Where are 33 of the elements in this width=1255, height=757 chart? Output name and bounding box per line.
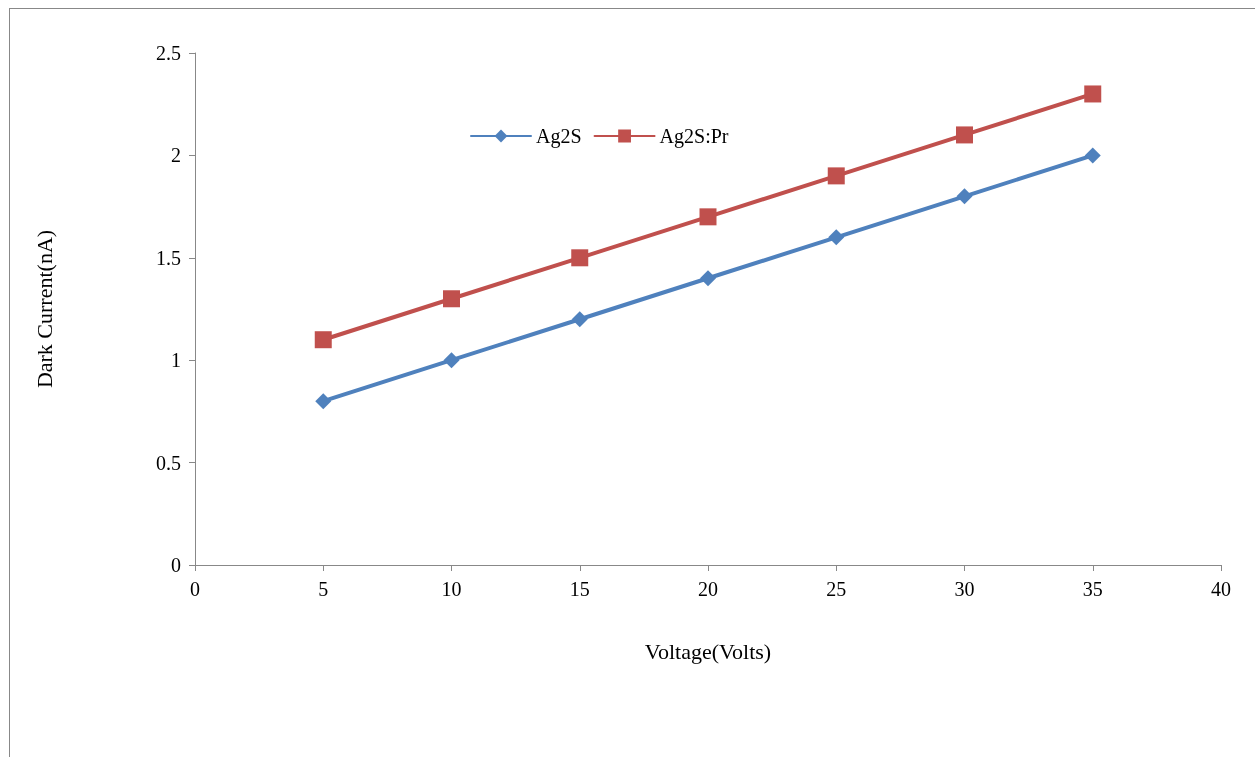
point <box>699 208 717 226</box>
y-tick-label: 0.5 <box>156 451 181 474</box>
point <box>700 270 716 287</box>
legend-label: Ag2S <box>536 125 582 148</box>
y-tick-label: 1 <box>171 349 181 372</box>
x-axis-title: Voltage(Volts) <box>644 638 772 664</box>
y-tick-label: 2.5 <box>156 42 181 64</box>
y-tick-label: 2 <box>171 144 181 167</box>
point <box>443 290 460 308</box>
x-tick-label: 0 <box>190 578 200 600</box>
point <box>571 249 589 267</box>
point <box>1084 147 1101 164</box>
y-tick-label: 0 <box>171 554 181 576</box>
x-tick-label: 10 <box>441 578 462 600</box>
y-axis-title: Dark Current(nA) <box>31 229 57 389</box>
point <box>956 188 973 205</box>
y-tick-label: 1.5 <box>156 246 181 269</box>
point <box>827 167 845 185</box>
point <box>314 331 332 349</box>
x-tick-label: 25 <box>826 578 847 600</box>
x-tick-label: 15 <box>569 578 590 600</box>
legend-label: Ag2S:Pr <box>659 125 729 148</box>
x-tick-label: 35 <box>1082 578 1103 600</box>
x-tick-label: 5 <box>318 578 329 600</box>
x-tick-label: 30 <box>954 578 975 600</box>
point <box>956 126 973 144</box>
x-tick-label: 40 <box>1211 578 1231 600</box>
point <box>443 352 460 369</box>
point <box>571 311 588 328</box>
point <box>315 393 332 410</box>
x-tick-label: 20 <box>698 578 718 600</box>
point <box>1084 85 1102 103</box>
point <box>828 229 845 246</box>
